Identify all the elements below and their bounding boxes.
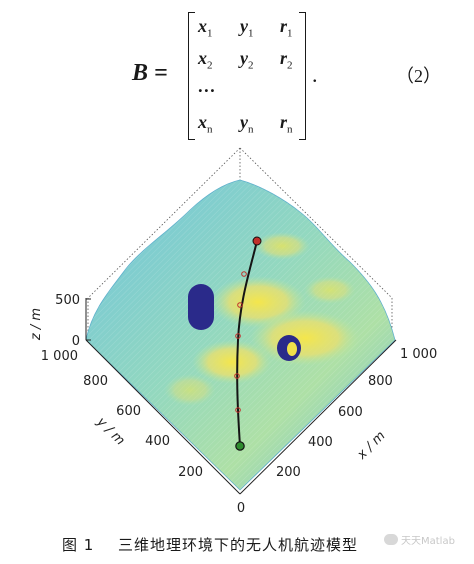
- caption-label: 图 1: [62, 536, 95, 554]
- waypoint: [235, 407, 241, 413]
- y-tick-200: 200: [178, 465, 203, 480]
- terrain-figure: 500 0 z / m 1 000 800 600 400 200 0 y / …: [29, 147, 437, 516]
- matrix-ellipsis: …: [198, 76, 216, 96]
- flight-path: [234, 236, 262, 451]
- goal-marker: [252, 236, 262, 246]
- caption-text: 三维地理环境下的无人机航迹模型: [118, 536, 359, 554]
- left-bracket: [188, 12, 195, 140]
- y-tick-400: 400: [145, 434, 170, 449]
- y-axis-label: y / m: [93, 414, 128, 449]
- watermark-text: 天天Matlab: [401, 536, 455, 547]
- z-tick-500: 500: [55, 293, 80, 308]
- matrix-B: x1 y1 r1 x2 y2 r2 … xn yn rn: [188, 12, 306, 140]
- matrix-cell-y2: y2: [240, 48, 254, 72]
- x-tick-800: 800: [368, 374, 393, 389]
- matrix-cell-x1: x1: [198, 16, 213, 40]
- matrix-cell-r2: r2: [280, 48, 293, 72]
- figure-caption: 图 1 三维地理环境下的无人机航迹模型: [0, 528, 474, 558]
- cylinder-obstacle: [188, 284, 214, 330]
- y-tick-800: 800: [83, 374, 108, 389]
- start-marker: [235, 441, 245, 451]
- waypoint: [235, 333, 241, 339]
- waypoint: [241, 271, 247, 277]
- equation-number: （2）: [396, 66, 441, 86]
- matrix-cell-rn: rn: [280, 112, 293, 136]
- equation-lhs: B =: [132, 60, 168, 86]
- obstacles: [188, 284, 301, 361]
- matrix-cell-x2: x2: [198, 48, 213, 72]
- x-axis-label: x / m: [354, 429, 389, 464]
- waypoint: [237, 302, 243, 308]
- z-tick-0: 0: [72, 334, 80, 349]
- wechat-icon: [384, 534, 398, 545]
- y-tick-1000: 1 000: [41, 349, 78, 364]
- y-tick-0: 0: [237, 501, 245, 516]
- watermark: 天天Matlab: [384, 532, 455, 547]
- matrix-cell-xn: xn: [198, 112, 213, 136]
- x-tick-600: 600: [338, 405, 363, 420]
- axis-frame: [85, 298, 397, 495]
- matrix-cell-yn: yn: [240, 112, 254, 136]
- waypoint: [234, 373, 240, 379]
- x-tick-200: 200: [276, 465, 301, 480]
- x-tick-400: 400: [308, 435, 333, 450]
- z-axis-label: z / m: [29, 308, 44, 341]
- equation-period: .: [312, 62, 318, 87]
- matrix-equation: B = x1 y1 r1 x2 y2 r2 … xn yn rn . （2）: [0, 0, 474, 150]
- z-axis: 500 0 z / m: [29, 293, 91, 349]
- x-tick-1000: 1 000: [400, 347, 437, 362]
- matrix-cell-r1: r1: [280, 16, 293, 40]
- matrix-cell-y1: y1: [240, 16, 254, 40]
- right-bracket: [299, 12, 306, 140]
- y-tick-600: 600: [116, 404, 141, 419]
